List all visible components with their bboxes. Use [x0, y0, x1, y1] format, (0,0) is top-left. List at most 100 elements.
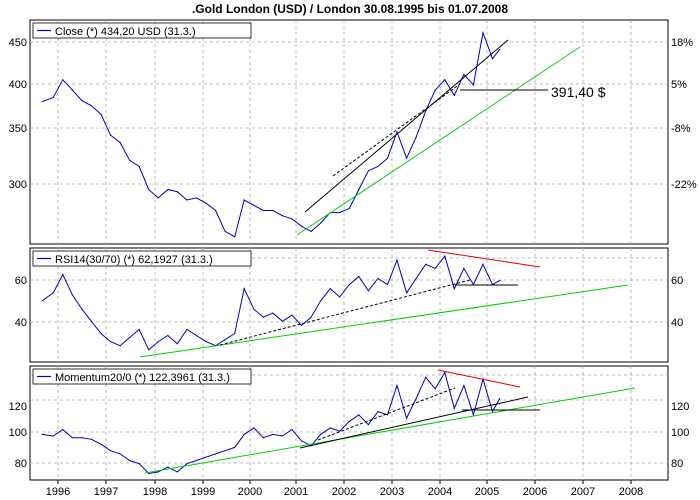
- data-point: [167, 188, 169, 191]
- data-point: [71, 294, 73, 296]
- x-tick-label: 1999: [191, 486, 215, 498]
- legend: Close (*) 434,20 USD (31.3.): [32, 22, 252, 39]
- data-point: [367, 290, 369, 292]
- data-point: [52, 96, 54, 99]
- data-point: [272, 433, 274, 435]
- data-point: [377, 411, 379, 413]
- x-tick-label: 2001: [284, 486, 308, 498]
- data-point: [291, 428, 293, 431]
- data-point: [377, 165, 379, 168]
- data-point: [291, 218, 293, 220]
- data-point: [396, 384, 398, 387]
- data-point: [62, 273, 64, 276]
- data-point: [386, 157, 389, 159]
- data-point: [272, 312, 274, 314]
- y-tick-left: 400: [9, 79, 27, 91]
- data-point: [434, 267, 436, 269]
- data-point: [272, 209, 274, 212]
- data-point: [186, 199, 188, 201]
- data-point: [81, 99, 83, 102]
- data-point: [109, 134, 112, 136]
- x-tick-label: 2003: [380, 486, 404, 498]
- data-point: [300, 440, 303, 442]
- x-tick-label: 2005: [475, 486, 499, 498]
- data-point: [148, 188, 150, 191]
- data-point: [453, 94, 455, 96]
- data-point: [195, 459, 198, 462]
- data-point: [71, 437, 73, 439]
- data-point: [224, 450, 226, 452]
- y-tick-right: 40: [671, 317, 683, 329]
- data-point: [234, 446, 236, 449]
- data-point: [300, 324, 303, 326]
- data-point: [214, 453, 217, 455]
- data-point: [262, 437, 264, 439]
- data-point: [348, 207, 350, 210]
- data-point: [367, 170, 369, 172]
- x-axis: 1996 1997 1998 1999 2000 2001 2002 2003 2004 2005…: [46, 480, 643, 498]
- panel-frame: [29, 247, 669, 363]
- data-point: [52, 292, 54, 294]
- data-point: [329, 288, 331, 290]
- data-point: [90, 105, 93, 107]
- y-tick-right: 100: [671, 427, 689, 439]
- data-point: [281, 320, 284, 322]
- data-point: [176, 191, 178, 193]
- legend-label: RSI14(30/70) (*) 62,1927 (31.3.): [55, 254, 213, 266]
- data-point: [176, 343, 178, 345]
- chart-panels: 450 400 350 300 18% 5% -8% -22% Close (*) 434,20…: [9, 19, 697, 481]
- data-point: [234, 236, 236, 238]
- data-point: [367, 424, 369, 426]
- data-point: [320, 300, 322, 302]
- data-point: [415, 397, 417, 400]
- data-point: [396, 259, 398, 261]
- panel-momentum: 120 100 80 120 100 80 Momentum20/0 (*) 122,396…: [9, 365, 689, 481]
- data-point: [71, 89, 73, 91]
- data-point: [243, 288, 245, 290]
- legend-box: [32, 22, 252, 39]
- y-tick-right: 120: [671, 401, 689, 413]
- data-point: [434, 89, 436, 91]
- legend: RSI14(30/70) (*) 62,1927 (31.3.): [32, 250, 252, 267]
- data-point: [205, 341, 207, 343]
- trend-dashed-mom: [317, 387, 456, 441]
- panel-rsi: 60 40 60 40 RSI14(30/70) (*) 62,1927 (31.3.): [15, 247, 683, 363]
- data-point: [41, 433, 43, 435]
- data-point: [253, 308, 255, 310]
- data-point: [310, 230, 312, 233]
- data-point: [157, 471, 159, 473]
- data-point: [81, 308, 83, 310]
- data-point: [119, 345, 121, 347]
- x-tick-label: 2006: [523, 486, 547, 498]
- data-point: [281, 215, 284, 217]
- data-point: [348, 420, 350, 422]
- trend-dashed-price: [332, 83, 461, 177]
- data-point: [186, 463, 188, 465]
- legend-box: [32, 250, 252, 267]
- data-point: [425, 263, 427, 265]
- data-point: [329, 427, 331, 429]
- data-point: [339, 430, 341, 432]
- data-point: [129, 459, 131, 462]
- trend-green-mom: [144, 387, 636, 474]
- y-tick-right: 60: [671, 275, 683, 287]
- data-point: [453, 407, 455, 409]
- trend-lines: [139, 39, 636, 474]
- data-point: [100, 113, 102, 115]
- data-point: [186, 328, 188, 331]
- data-point: [348, 284, 350, 286]
- data-point: [320, 433, 322, 435]
- data-point: [157, 341, 159, 343]
- data-point: [453, 288, 455, 290]
- data-point: [499, 397, 501, 400]
- data-point: [234, 332, 236, 335]
- data-point: [262, 316, 264, 318]
- y-tick-right: -22%: [671, 179, 697, 191]
- data-point: [205, 456, 207, 458]
- data-point: [472, 414, 475, 416]
- data-point: [41, 101, 43, 103]
- data-point: [320, 222, 322, 224]
- data-point: [62, 428, 64, 431]
- data-point: [300, 225, 303, 227]
